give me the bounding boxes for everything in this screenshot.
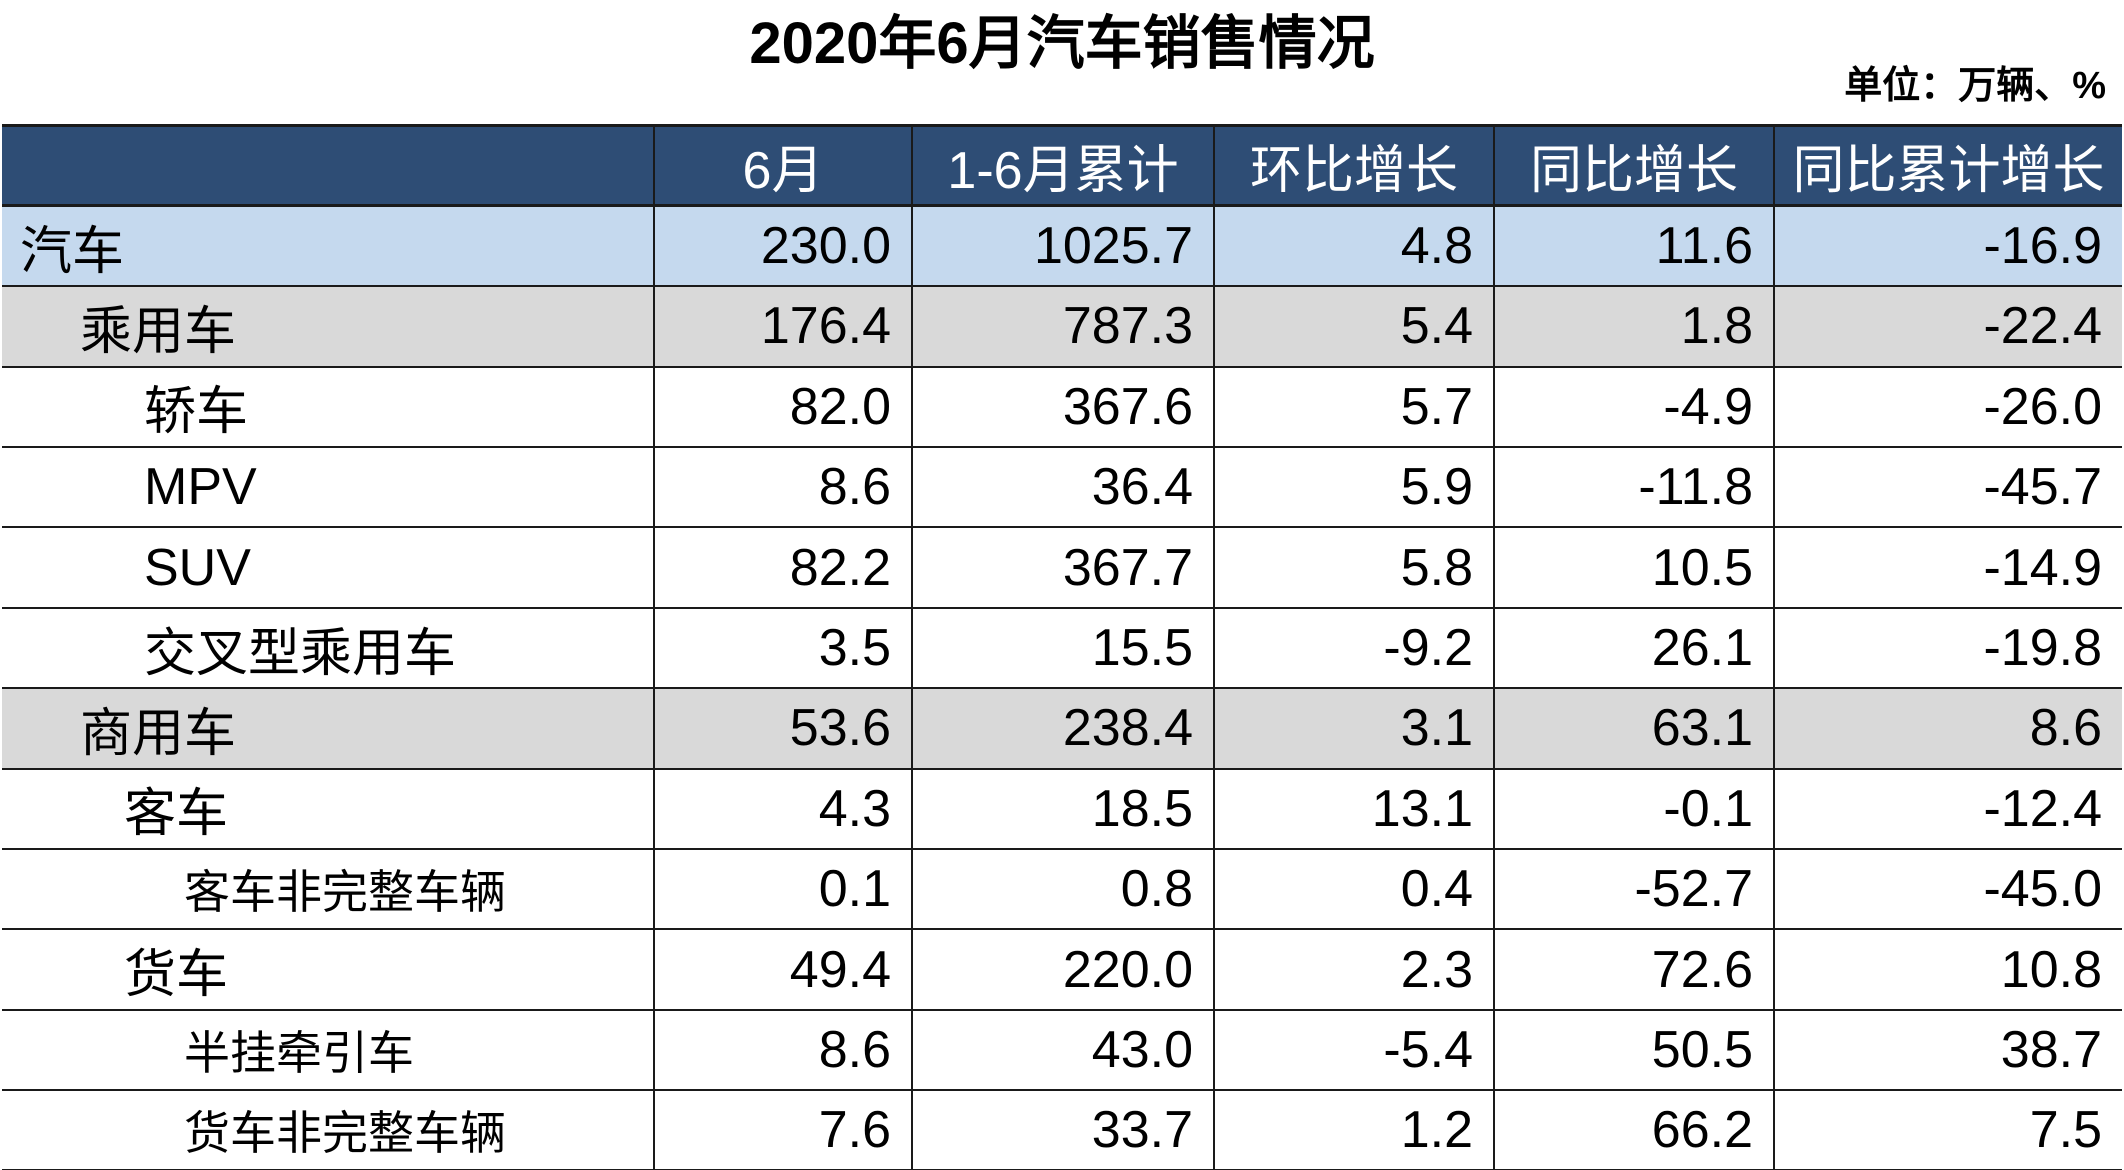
cell-mom-growth: 5.8 [1213,526,1495,609]
table-row: SUV 82.2 367.7 5.8 10.5 -14.9 [2,526,2122,609]
cell-june: 49.4 [653,928,913,1011]
cell-yoy-growth: 66.2 [1493,1089,1775,1170]
cell-june: 0.1 [653,848,913,931]
table-row: 乘用车 176.4 787.3 5.4 1.8 -22.4 [2,285,2122,368]
table-row: 轿车 82.0 367.6 5.7 -4.9 -26.0 [2,365,2122,449]
cell-june: 82.0 [653,365,913,449]
cell-yoy-growth: -52.7 [1493,848,1775,931]
cell-cumulative: 43.0 [911,1008,1215,1092]
cell-mom-growth: 5.9 [1213,446,1495,529]
cell-june: 7.6 [653,1089,913,1170]
row-label: 客车 [2,767,655,851]
cell-yoy-cumulative-growth: 7.5 [1773,1089,2122,1170]
cell-june: 82.2 [653,526,913,609]
cell-june: 53.6 [653,687,913,770]
table-row: 货车 49.4 220.0 2.3 72.6 10.8 [2,928,2122,1011]
cell-cumulative: 1025.7 [911,204,1215,288]
header-row: 6月 1-6月累计 环比增长 同比增长 同比累计增长 [2,123,2122,208]
row-label: 交叉型乘用车 [2,606,655,690]
cell-mom-growth: 4.8 [1213,204,1495,288]
row-label: SUV [2,526,655,609]
row-label: 商用车 [2,687,655,770]
cell-cumulative: 15.5 [911,606,1215,690]
table-body: 汽车 230.0 1025.7 4.8 11.6 -16.9 乘用车 176.4 787.3 5.… [2,204,2122,1170]
row-label: 汽车 [2,204,655,288]
unit-note: 单位：万辆、% [1844,65,2106,107]
cell-june: 3.5 [653,606,913,690]
cell-yoy-growth: 11.6 [1493,204,1775,288]
page-title: 2020年6月汽车销售情况 [749,11,1375,76]
table-row: 客车 4.3 18.5 13.1 -0.1 -12.4 [2,767,2122,851]
cell-yoy-cumulative-growth: -45.7 [1773,446,2122,529]
cell-mom-growth: 3.1 [1213,687,1495,770]
cell-yoy-growth: -11.8 [1493,446,1775,529]
table-row: 货车非完整车辆 7.6 33.7 1.2 66.2 7.5 [2,1089,2122,1170]
row-label: 货车非完整车辆 [2,1089,655,1170]
cell-yoy-cumulative-growth: -16.9 [1773,204,2122,288]
cell-yoy-cumulative-growth: 38.7 [1773,1008,2122,1092]
cell-cumulative: 220.0 [911,928,1215,1011]
cell-mom-growth: 13.1 [1213,767,1495,851]
cell-yoy-cumulative-growth: -12.4 [1773,767,2122,851]
cell-cumulative: 0.8 [911,848,1215,931]
header-yoy-growth: 同比增长 [1493,123,1775,208]
cell-yoy-growth: 10.5 [1493,526,1775,609]
cell-yoy-growth: 26.1 [1493,606,1775,690]
cell-yoy-cumulative-growth: -19.8 [1773,606,2122,690]
cell-mom-growth: -9.2 [1213,606,1495,690]
cell-yoy-cumulative-growth: -22.4 [1773,285,2122,368]
row-label: 半挂牵引车 [2,1008,655,1092]
cell-yoy-growth: -4.9 [1493,365,1775,449]
table-row: 客车非完整车辆 0.1 0.8 0.4 -52.7 -45.0 [2,848,2122,931]
cell-yoy-cumulative-growth: 8.6 [1773,687,2122,770]
cell-cumulative: 367.6 [911,365,1215,449]
cell-mom-growth: 5.7 [1213,365,1495,449]
row-label: MPV [2,446,655,529]
cell-cumulative: 33.7 [911,1089,1215,1170]
cell-june: 176.4 [653,285,913,368]
cell-cumulative: 18.5 [911,767,1215,851]
header-yoy-cumulative-growth: 同比累计增长 [1773,123,2122,208]
table-row: 汽车 230.0 1025.7 4.8 11.6 -16.9 [2,204,2122,288]
cell-june: 4.3 [653,767,913,851]
cell-mom-growth: 2.3 [1213,928,1495,1011]
cell-mom-growth: 1.2 [1213,1089,1495,1170]
table-row: 商用车 53.6 238.4 3.1 63.1 8.6 [2,687,2122,770]
sales-table: 6月 1-6月累计 环比增长 同比增长 同比累计增长 汽车 230.0 1025.7… [2,123,2122,1170]
cell-cumulative: 787.3 [911,285,1215,368]
cell-yoy-growth: 72.6 [1493,928,1775,1011]
cell-yoy-growth: -0.1 [1493,767,1775,851]
cell-yoy-growth: 63.1 [1493,687,1775,770]
row-label: 客车非完整车辆 [2,848,655,931]
cell-yoy-cumulative-growth: 10.8 [1773,928,2122,1011]
table-row: 交叉型乘用车 3.5 15.5 -9.2 26.1 -19.8 [2,606,2122,690]
cell-june: 8.6 [653,1008,913,1092]
table-header: 6月 1-6月累计 环比增长 同比增长 同比累计增长 [2,123,2122,208]
table-row: 半挂牵引车 8.6 43.0 -5.4 50.5 38.7 [2,1008,2122,1092]
cell-yoy-cumulative-growth: -45.0 [1773,848,2122,931]
cell-yoy-cumulative-growth: -26.0 [1773,365,2122,449]
cell-june: 8.6 [653,446,913,529]
cell-mom-growth: -5.4 [1213,1008,1495,1092]
cell-mom-growth: 0.4 [1213,848,1495,931]
cell-yoy-growth: 50.5 [1493,1008,1775,1092]
header-cumulative: 1-6月累计 [911,123,1215,208]
cell-june: 230.0 [653,204,913,288]
header-category [2,123,655,208]
cell-cumulative: 238.4 [911,687,1215,770]
header-june: 6月 [653,123,913,208]
cell-yoy-growth: 1.8 [1493,285,1775,368]
cell-cumulative: 36.4 [911,446,1215,529]
table-row: MPV 8.6 36.4 5.9 -11.8 -45.7 [2,446,2122,529]
row-label: 货车 [2,928,655,1011]
cell-mom-growth: 5.4 [1213,285,1495,368]
header-mom-growth: 环比增长 [1213,123,1495,208]
cell-cumulative: 367.7 [911,526,1215,609]
row-label: 轿车 [2,365,655,449]
row-label: 乘用车 [2,285,655,368]
cell-yoy-cumulative-growth: -14.9 [1773,526,2122,609]
